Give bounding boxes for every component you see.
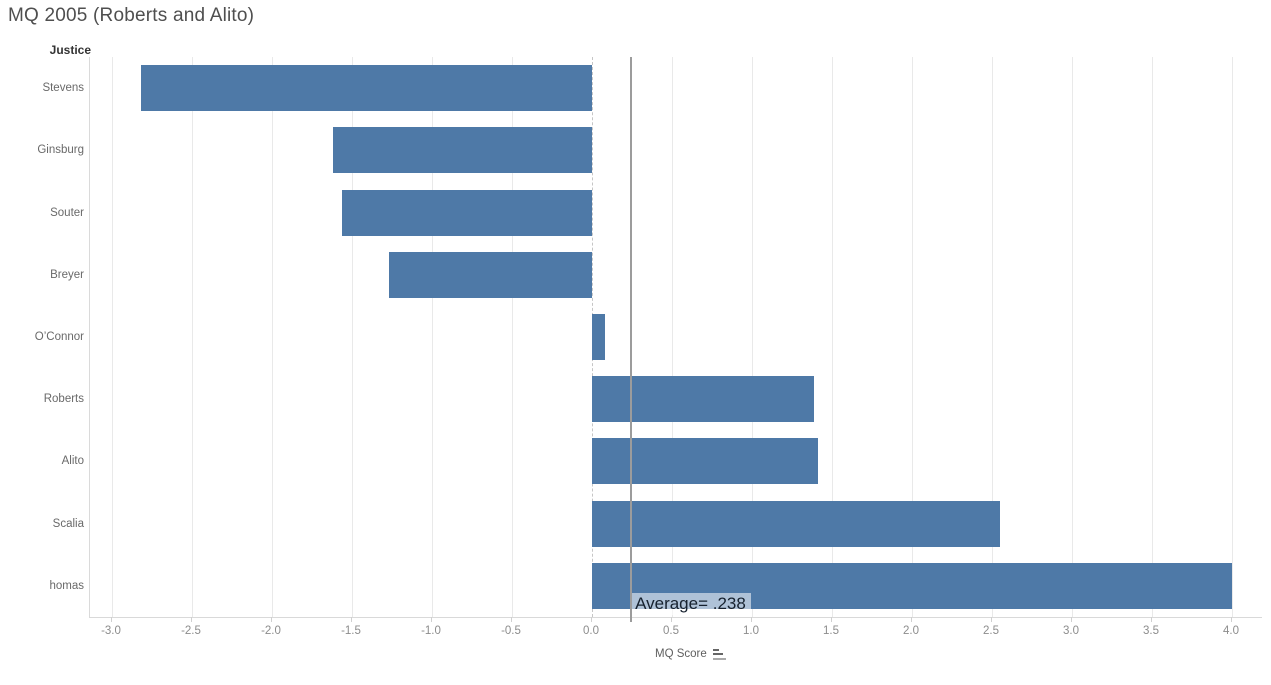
- x-axis-tick: [351, 617, 352, 622]
- row-label[interactable]: Breyer: [50, 268, 84, 281]
- gridline: [1232, 57, 1233, 617]
- x-tick-label: 3.0: [1063, 625, 1079, 637]
- gridline: [112, 57, 113, 617]
- bar-roberts[interactable]: [592, 376, 815, 423]
- average-reference-line[interactable]: [630, 57, 633, 622]
- x-axis-tick: [431, 617, 432, 622]
- average-annotation[interactable]: Average= .238: [632, 593, 751, 615]
- gridline: [192, 57, 193, 617]
- bar-ginsburg[interactable]: [332, 127, 592, 174]
- row-label[interactable]: Scalia: [52, 517, 84, 530]
- x-axis-title: MQ Score: [655, 648, 707, 660]
- gridline: [272, 57, 273, 617]
- row-axis-header: Justice: [49, 43, 91, 57]
- x-tick-label: 1.5: [823, 625, 839, 637]
- x-tick-label: 1.0: [743, 625, 759, 637]
- gridline: [992, 57, 993, 617]
- x-axis-tick: [1071, 617, 1072, 622]
- bar-stevens[interactable]: [140, 65, 592, 112]
- row-label[interactable]: Ginsburg: [37, 144, 84, 157]
- gridline: [912, 57, 913, 617]
- x-tick-label: 4.0: [1223, 625, 1239, 637]
- x-axis-tick: [591, 617, 592, 622]
- x-axis-line: [89, 617, 1262, 618]
- bar-breyer[interactable]: [388, 251, 592, 298]
- x-tick-label: -2.0: [261, 625, 281, 637]
- row-label[interactable]: Stevens: [42, 82, 84, 95]
- x-axis-tick: [831, 617, 832, 622]
- x-tick-label: 3.5: [1143, 625, 1159, 637]
- x-axis-title-group: MQ Score: [655, 648, 727, 660]
- x-tick-label: 2.0: [903, 625, 919, 637]
- row-label[interactable]: homas: [49, 579, 84, 592]
- row-label[interactable]: O’Connor: [34, 331, 84, 343]
- x-axis-tick: [271, 617, 272, 622]
- x-tick-label: -0.5: [501, 625, 521, 637]
- x-axis-tick: [911, 617, 912, 622]
- row-label[interactable]: Roberts: [43, 393, 84, 406]
- gridline: [512, 57, 513, 617]
- gridline: [752, 57, 753, 617]
- gridline: [832, 57, 833, 617]
- bar-scalia[interactable]: [592, 500, 1000, 547]
- row-label[interactable]: Alito: [61, 455, 84, 468]
- bar-souter[interactable]: [342, 189, 592, 236]
- sort-descending-icon[interactable]: [712, 648, 727, 660]
- x-axis-tick: [111, 617, 112, 622]
- x-tick-label: -3.0: [101, 625, 121, 637]
- gridline: [672, 57, 673, 617]
- gridline: [1152, 57, 1153, 617]
- x-axis-tick: [191, 617, 192, 622]
- x-axis-tick: [751, 617, 752, 622]
- x-tick-label: -1.0: [421, 625, 441, 637]
- x-axis-tick: [511, 617, 512, 622]
- x-tick-label: 2.5: [983, 625, 999, 637]
- x-tick-label: -2.5: [181, 625, 201, 637]
- gridline: [1072, 57, 1073, 617]
- x-axis-tick: [1151, 617, 1152, 622]
- bar-oconnor[interactable]: [592, 314, 605, 360]
- chart-title: MQ 2005 (Roberts and Alito): [8, 5, 255, 26]
- x-axis-tick: [671, 617, 672, 622]
- x-tick-label: 0.0: [583, 625, 599, 637]
- gridline: [352, 57, 353, 617]
- plot-area: Average= .238: [89, 57, 1263, 622]
- row-label[interactable]: Souter: [50, 206, 84, 219]
- gridline: [432, 57, 433, 617]
- x-tick-label: 0.5: [663, 625, 679, 637]
- x-axis-tick: [1231, 617, 1232, 622]
- bar-alito[interactable]: [592, 438, 818, 485]
- x-axis-tick: [991, 617, 992, 622]
- x-tick-label: -1.5: [341, 625, 361, 637]
